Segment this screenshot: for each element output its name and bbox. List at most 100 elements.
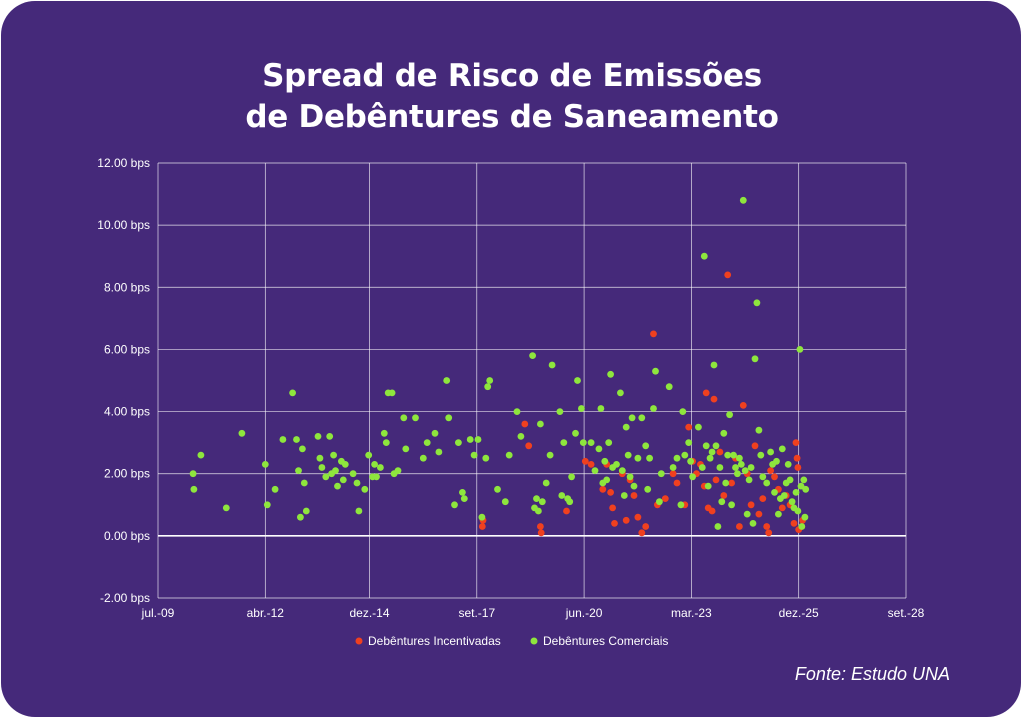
data-point xyxy=(741,467,749,474)
data-point xyxy=(792,439,800,446)
data-point xyxy=(702,389,710,397)
data-point xyxy=(700,252,708,260)
data-point xyxy=(605,439,613,446)
data-point xyxy=(634,454,642,462)
x-tick-label: abr.-12 xyxy=(247,606,285,620)
data-point xyxy=(380,429,388,437)
data-point xyxy=(618,467,626,474)
data-point xyxy=(566,498,574,506)
data-point xyxy=(529,352,536,359)
data-point xyxy=(300,479,308,487)
y-tick-label: 12.00 bps xyxy=(97,156,150,170)
data-point xyxy=(732,464,739,471)
data-point xyxy=(759,495,767,502)
data-point xyxy=(737,461,745,468)
data-point xyxy=(751,355,759,363)
data-point xyxy=(673,454,681,462)
data-point xyxy=(326,433,334,440)
data-point xyxy=(773,457,780,465)
data-point xyxy=(669,470,677,478)
data-point xyxy=(513,408,521,415)
data-point xyxy=(642,523,650,530)
data-point xyxy=(459,489,466,496)
data-point xyxy=(478,523,486,530)
data-point xyxy=(542,479,550,487)
data-point xyxy=(279,436,287,443)
data-point xyxy=(478,513,486,521)
data-point xyxy=(800,476,808,484)
data-point xyxy=(486,377,494,384)
data-point xyxy=(460,495,468,502)
data-point xyxy=(751,442,759,450)
data-point xyxy=(644,485,652,493)
data-point xyxy=(665,383,673,391)
data-point xyxy=(755,510,763,518)
data-point xyxy=(728,479,735,487)
data-point xyxy=(371,461,378,468)
data-point xyxy=(339,476,347,484)
data-point xyxy=(556,408,564,415)
data-point xyxy=(318,464,326,471)
y-tick-label: 10.00 bps xyxy=(97,218,150,232)
data-point xyxy=(749,520,757,527)
chart-title-line-2: de Debêntures de Saneamento xyxy=(245,99,779,135)
data-point xyxy=(355,507,363,515)
data-point xyxy=(431,429,439,437)
data-point xyxy=(595,445,603,453)
data-point xyxy=(710,395,718,403)
x-tick-label: dez.-25 xyxy=(779,606,819,620)
data-point xyxy=(681,451,689,459)
data-point xyxy=(299,445,306,453)
data-point xyxy=(445,414,453,422)
y-tick-label: 4.00 bps xyxy=(104,405,150,419)
data-point xyxy=(466,436,474,443)
data-point xyxy=(716,464,724,471)
data-point xyxy=(587,439,595,446)
data-point xyxy=(295,467,302,474)
data-point xyxy=(546,451,554,459)
series-incentivadas xyxy=(478,271,806,537)
data-point xyxy=(349,470,357,478)
x-axis-ticks: jul.-09 abr.-12 dez.-14 set.-17 jun.-20 mar.-… xyxy=(141,606,925,620)
data-point xyxy=(702,442,710,450)
data-point xyxy=(747,501,755,509)
data-point xyxy=(373,473,380,481)
data-point xyxy=(525,442,533,450)
data-point xyxy=(190,485,198,493)
data-point xyxy=(382,439,390,446)
data-point xyxy=(771,473,778,481)
data-point xyxy=(222,504,230,512)
data-point xyxy=(271,485,279,493)
legend: Debêntures Incentivadas Debêntures Comer… xyxy=(355,634,668,648)
data-point xyxy=(669,464,677,471)
data-point xyxy=(412,414,419,422)
data-point xyxy=(726,411,733,419)
data-point xyxy=(238,429,246,437)
data-point xyxy=(533,495,540,502)
data-point xyxy=(607,489,614,496)
data-point xyxy=(661,495,669,502)
data-point xyxy=(698,464,706,471)
data-point xyxy=(673,479,681,487)
legend-marker-incentivadas xyxy=(355,637,363,645)
data-point xyxy=(574,377,581,384)
data-point xyxy=(716,448,724,456)
data-point xyxy=(685,439,693,446)
x-tick-label: dez.-14 xyxy=(349,606,389,620)
data-point xyxy=(341,461,349,468)
y-tick-label: 8.00 bps xyxy=(104,280,150,294)
data-point xyxy=(402,445,410,453)
y-tick-label: -2.00 bps xyxy=(100,591,150,605)
data-point xyxy=(720,492,728,499)
data-point xyxy=(263,501,271,509)
data-point xyxy=(755,426,763,434)
data-point xyxy=(677,501,685,509)
data-point xyxy=(558,492,566,499)
data-point xyxy=(419,454,427,462)
data-point xyxy=(767,448,774,456)
data-point xyxy=(646,454,653,462)
data-point xyxy=(455,439,462,446)
data-point xyxy=(695,423,702,431)
data-point xyxy=(788,498,796,506)
